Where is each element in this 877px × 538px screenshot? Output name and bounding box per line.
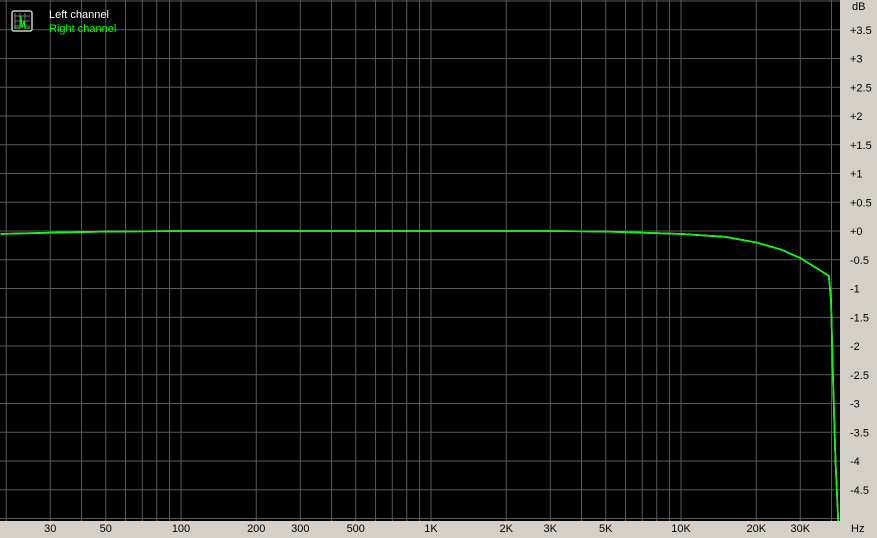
legend-entry-left: Left channel <box>49 9 109 21</box>
x-axis-label: Hz <box>851 523 864 535</box>
x-tick-label: 20K <box>746 523 766 535</box>
x-tick-label: 300 <box>291 523 309 535</box>
legend-icon-trace <box>14 15 30 29</box>
y-tick-label: -3 <box>850 399 860 411</box>
y-tick-label: +0.5 <box>850 197 872 209</box>
x-tick-label: 2K <box>500 523 514 535</box>
x-tick-label: 200 <box>247 523 265 535</box>
series-line-right <box>0 230 840 521</box>
x-tick-label: 100 <box>172 523 190 535</box>
x-tick-label: 500 <box>347 523 365 535</box>
y-tick-label: +3 <box>850 54 863 66</box>
x-tick-label: 5K <box>599 523 613 535</box>
y-tick-label: +1 <box>850 169 863 181</box>
y-axis-label: dB <box>852 1 865 13</box>
y-tick-label: -0.5 <box>850 255 869 267</box>
x-tick-label: 30 <box>44 523 56 535</box>
x-tick-label: 10K <box>671 523 691 535</box>
x-tick-label: 30K <box>790 523 810 535</box>
legend-entry-right: Right channel <box>49 23 116 35</box>
y-tick-label: -2 <box>850 341 860 353</box>
y-tick-label: +0 <box>850 226 863 238</box>
y-tick-label: -4 <box>850 456 860 468</box>
y-tick-label: +1.5 <box>850 140 872 152</box>
y-tick-label: -1.5 <box>850 312 869 324</box>
y-tick-label: -2.5 <box>850 370 869 382</box>
y-tick-label: +2 <box>850 111 863 123</box>
legend: Left channel Right channel <box>11 9 116 35</box>
y-tick-label: +2.5 <box>850 82 872 94</box>
y-tick-label: +3.5 <box>850 25 872 37</box>
x-tick-label: 1K <box>424 523 438 535</box>
y-tick-label: -1 <box>850 284 860 296</box>
y-tick-label: -3.5 <box>850 427 869 439</box>
x-tick-label: 50 <box>100 523 112 535</box>
x-tick-label: 3K <box>544 523 558 535</box>
y-tick-label: -4.5 <box>850 485 869 497</box>
